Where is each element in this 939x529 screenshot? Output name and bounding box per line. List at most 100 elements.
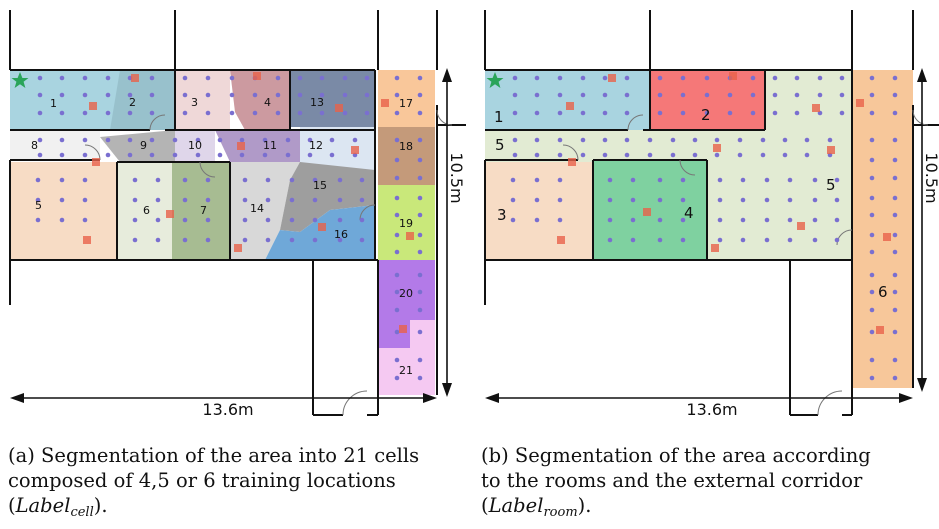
training-point: [580, 75, 586, 81]
cell-label: 2: [129, 96, 136, 109]
training-point: [714, 137, 720, 143]
caption-b-var: Label: [488, 494, 544, 517]
training-point: [352, 137, 358, 143]
access-point: [856, 99, 864, 107]
training-point: [869, 157, 875, 163]
training-point: [812, 197, 818, 203]
caption-b-line1: (b) Segmentation of the area according: [481, 444, 871, 467]
training-point: [149, 137, 155, 143]
training-point: [557, 197, 563, 203]
cell-label: 19: [399, 217, 413, 230]
training-point: [265, 177, 271, 183]
training-point: [242, 217, 248, 223]
training-point: [155, 197, 161, 203]
training-point: [297, 110, 303, 116]
training-point: [37, 152, 43, 158]
training-point: [892, 232, 898, 238]
training-point: [229, 110, 235, 116]
training-point: [35, 197, 41, 203]
caption-a-open: (: [8, 494, 16, 517]
training-point: [149, 92, 155, 98]
cell-20-lower: [378, 320, 410, 348]
training-point: [630, 197, 636, 203]
training-point: [869, 92, 875, 98]
training-point: [704, 75, 710, 81]
caption-b-line3: (Labelroom).: [481, 493, 939, 525]
training-point: [892, 92, 898, 98]
cell-label: 6: [143, 204, 150, 217]
training-point: [35, 177, 41, 183]
training-point: [37, 75, 43, 81]
room-label: 4: [684, 204, 694, 222]
training-point: [337, 177, 343, 183]
training-point: [717, 217, 723, 223]
training-point: [607, 197, 613, 203]
training-point: [892, 289, 898, 295]
training-point: [657, 197, 663, 203]
training-point: [834, 177, 840, 183]
training-point: [229, 75, 235, 81]
training-point: [217, 137, 223, 143]
training-point: [607, 177, 613, 183]
training-point: [869, 289, 875, 295]
cell-15: [280, 162, 375, 232]
training-point: [182, 237, 188, 243]
training-point: [82, 197, 88, 203]
training-point: [834, 217, 840, 223]
training-point: [359, 237, 365, 243]
training-point: [417, 110, 423, 116]
training-point: [680, 110, 686, 116]
training-point: [417, 157, 423, 163]
training-point: [602, 75, 608, 81]
training-point: [37, 92, 43, 98]
training-point: [394, 357, 400, 363]
width-dimension-a: 13.6m: [10, 393, 437, 419]
training-point: [289, 177, 295, 183]
training-point: [727, 92, 733, 98]
training-point: [737, 137, 743, 143]
training-point: [892, 157, 898, 163]
caption-a-line3: (Labelcell).: [8, 493, 419, 525]
room-5: [485, 70, 852, 260]
access-point: [827, 146, 835, 154]
training-point: [127, 92, 133, 98]
training-point: [794, 75, 800, 81]
training-point: [534, 75, 540, 81]
training-point: [647, 137, 653, 143]
training-point: [239, 137, 245, 143]
training-point: [892, 175, 898, 181]
training-point: [394, 137, 400, 143]
training-point: [297, 92, 303, 98]
training-point: [782, 137, 788, 143]
training-point: [105, 110, 111, 116]
access-point: [406, 232, 414, 240]
training-point: [132, 197, 138, 203]
room-label: 3: [497, 206, 507, 224]
training-point: [289, 217, 295, 223]
training-point: [834, 237, 840, 243]
caption-a-var: Label: [15, 494, 71, 517]
cell-label: 15: [313, 179, 327, 192]
training-point: [394, 289, 400, 295]
training-point: [229, 92, 235, 98]
training-point: [82, 92, 88, 98]
training-point: [127, 152, 133, 158]
room-label: 5: [826, 176, 836, 194]
training-point: [205, 217, 211, 223]
training-point: [417, 307, 423, 313]
training-point: [394, 329, 400, 335]
training-point: [580, 110, 586, 116]
training-point: [812, 177, 818, 183]
access-point: [643, 208, 651, 216]
training-point: [132, 217, 138, 223]
training-point: [364, 75, 370, 81]
training-point: [534, 177, 540, 183]
training-point: [307, 152, 313, 158]
training-point: [82, 152, 88, 158]
training-point: [59, 152, 65, 158]
cell-label: 10: [188, 139, 202, 152]
cell-labels-a: 1 2 3 4 5 6 7 8 9 10 11 12 13 14 15 16 1…: [31, 96, 413, 377]
training-point: [510, 197, 516, 203]
training-point: [717, 197, 723, 203]
training-point: [337, 217, 343, 223]
